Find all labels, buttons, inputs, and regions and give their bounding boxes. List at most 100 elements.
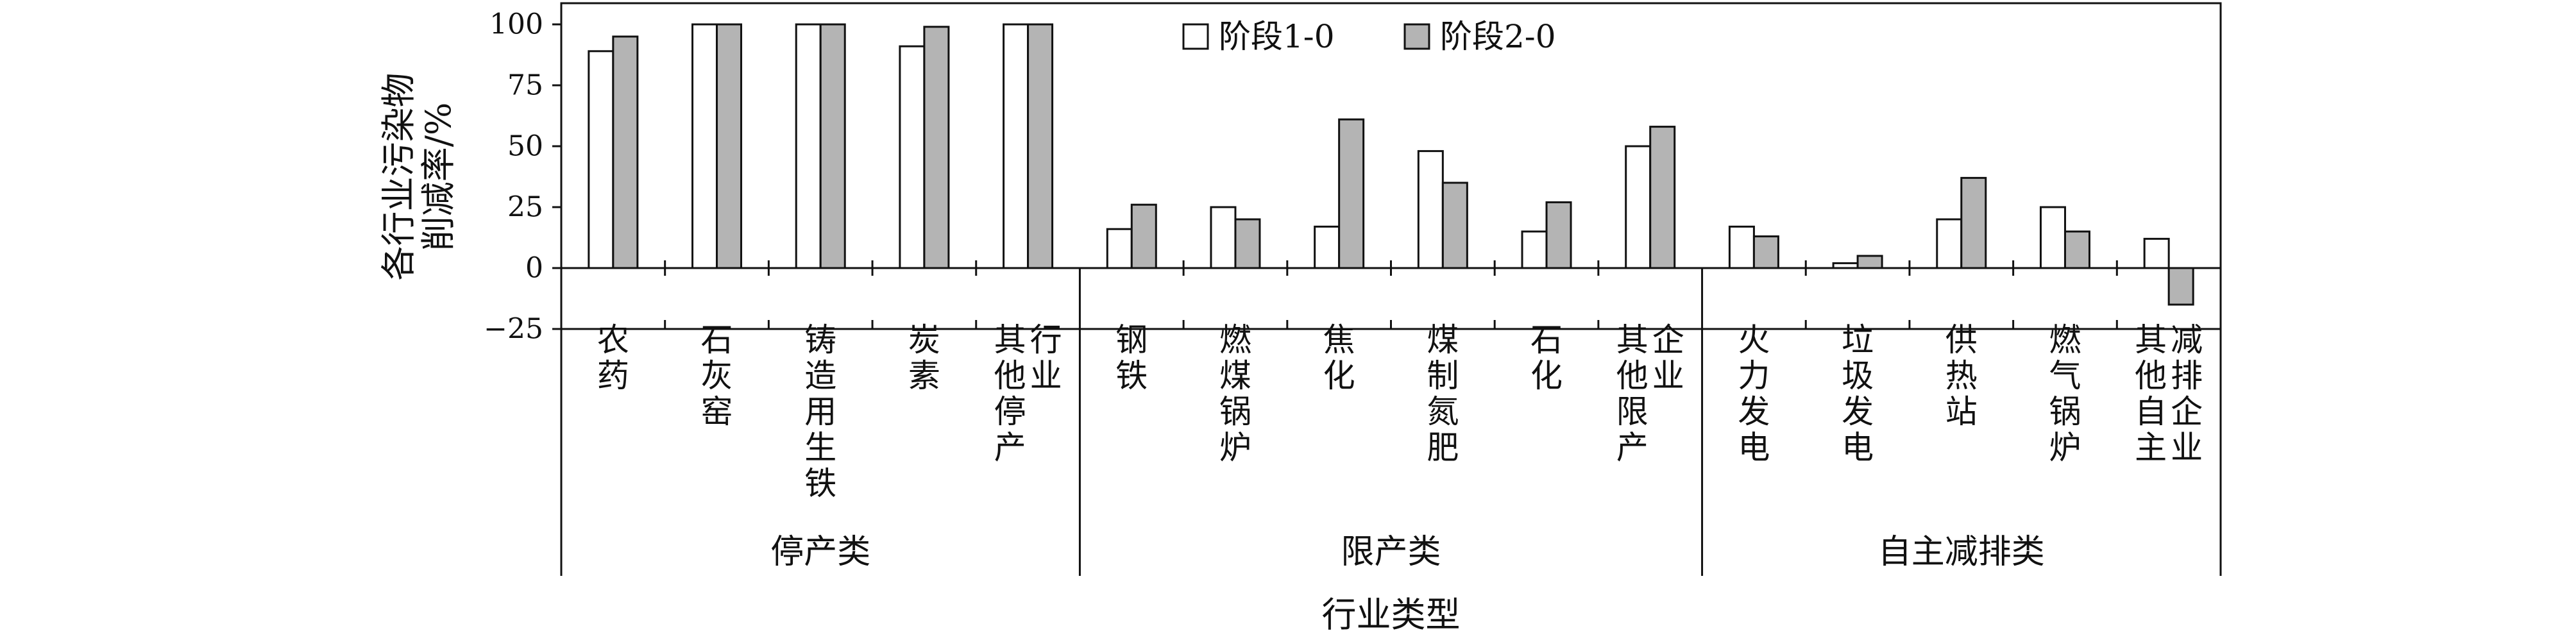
- svg-text:铁: 铁: [1115, 357, 1148, 394]
- svg-text:火: 火: [1738, 321, 1770, 358]
- svg-text:焦: 焦: [1323, 321, 1355, 358]
- svg-text:其: 其: [2135, 321, 2167, 358]
- svg-text:化: 化: [1530, 357, 1563, 394]
- svg-text:热: 热: [1945, 357, 1978, 394]
- bar-stage1: [2143, 237, 2170, 269]
- svg-text:锅: 锅: [1219, 393, 1251, 430]
- y-tick-label: −25: [484, 313, 543, 346]
- bar-stage1: [588, 50, 614, 269]
- svg-text:炉: 炉: [1219, 429, 1251, 466]
- y-tick-label: 75: [507, 69, 543, 102]
- svg-text:自: 自: [2135, 393, 2167, 430]
- bar-stage2: [716, 23, 743, 269]
- svg-text:燃: 燃: [2049, 321, 2081, 358]
- svg-text:煤: 煤: [1427, 321, 1459, 358]
- svg-text:药: 药: [597, 357, 629, 394]
- svg-text:产: 产: [1616, 429, 1648, 466]
- bar-stage2: [1338, 118, 1365, 269]
- bar-stage1: [1417, 150, 1444, 269]
- svg-text:电: 电: [1738, 429, 1770, 466]
- bar-stage1: [1314, 225, 1341, 269]
- bar-stage2: [2167, 267, 2194, 306]
- bar-stage1: [1210, 206, 1237, 269]
- svg-text:限: 限: [1616, 393, 1648, 430]
- svg-text:停: 停: [994, 393, 1026, 430]
- bar-stage2: [1960, 176, 1987, 269]
- svg-text:减: 减: [2171, 321, 2203, 358]
- category-label: 石灰窑: [701, 321, 733, 430]
- bar-stage2: [1027, 23, 1054, 269]
- svg-text:发: 发: [1738, 393, 1770, 430]
- svg-text:氮: 氮: [1427, 393, 1459, 430]
- svg-text:生: 生: [804, 429, 836, 466]
- category-label: 农药: [597, 321, 629, 394]
- svg-text:素: 素: [908, 357, 940, 394]
- y-axis-title: 各行业污染物削减率/%: [378, 73, 459, 281]
- bar-stage1: [1728, 225, 1755, 269]
- svg-text:化: 化: [1323, 357, 1355, 394]
- svg-text:造: 造: [804, 357, 836, 394]
- bar-stage2: [2063, 230, 2090, 269]
- bars: [588, 23, 2194, 306]
- svg-text:企: 企: [1652, 321, 1684, 358]
- svg-text:他: 他: [2135, 357, 2167, 394]
- svg-text:站: 站: [1945, 393, 1978, 430]
- bar-stage1: [1003, 23, 1030, 269]
- bar-stage2: [1856, 255, 1883, 269]
- svg-text:业: 业: [2171, 429, 2203, 466]
- bar-stage2: [1752, 235, 1779, 269]
- svg-text:燃: 燃: [1219, 321, 1251, 358]
- svg-text:发: 发: [1842, 393, 1874, 430]
- svg-text:圾: 圾: [1842, 357, 1874, 394]
- svg-text:窑: 窑: [701, 393, 733, 430]
- category-label: 石化: [1530, 321, 1563, 394]
- category-label: 钢铁: [1115, 321, 1148, 394]
- svg-text:主: 主: [2135, 429, 2167, 466]
- svg-text:垃: 垃: [1842, 321, 1874, 358]
- category-label: 焦化: [1323, 321, 1355, 394]
- svg-text:炭: 炭: [908, 321, 940, 358]
- bar-stage1: [795, 23, 822, 269]
- svg-text:其: 其: [994, 321, 1026, 358]
- y-tick-label: 0: [525, 252, 543, 285]
- svg-text:石: 石: [1530, 321, 1563, 358]
- y-tick-label: 100: [489, 8, 543, 41]
- bar-stage1: [1106, 228, 1133, 269]
- svg-text:铸: 铸: [804, 321, 836, 358]
- svg-text:灰: 灰: [701, 357, 733, 394]
- group-label: 停产类: [770, 533, 870, 571]
- bar-stage1: [1832, 262, 1859, 269]
- y-tick-label: 50: [507, 130, 543, 163]
- svg-text:企: 企: [2171, 393, 2203, 430]
- bar-stage1: [1936, 218, 1963, 269]
- category-label: 供热站: [1945, 321, 1978, 430]
- svg-text:产: 产: [994, 429, 1026, 466]
- svg-text:铁: 铁: [804, 465, 836, 502]
- legend: 阶段1-0 阶段2-0: [1182, 18, 1556, 55]
- group-label: 限产类: [1341, 533, 1441, 571]
- svg-text:石: 石: [701, 321, 733, 358]
- bar-stage2: [1545, 201, 1572, 269]
- svg-text:力: 力: [1738, 357, 1770, 394]
- bar-stage1: [2039, 206, 2066, 269]
- svg-text:电: 电: [1842, 429, 1874, 466]
- bar-stage2: [1130, 203, 1157, 269]
- y-tick-label: 25: [507, 191, 543, 224]
- svg-text:气: 气: [2049, 357, 2081, 394]
- bar-stage2: [819, 23, 846, 269]
- svg-text:其: 其: [1616, 321, 1648, 358]
- labels: −250255075100各行业污染物削减率/%农药石灰窑铸造用生铁炭素其他停产…: [378, 8, 2203, 636]
- legend-swatch: [1403, 23, 1430, 50]
- bar-stage2: [1234, 218, 1261, 269]
- svg-text:排: 排: [2171, 357, 2203, 394]
- legend-swatch: [1182, 23, 1209, 50]
- group-label: 自主减排类: [1878, 533, 2045, 571]
- svg-text:业: 业: [1652, 357, 1684, 394]
